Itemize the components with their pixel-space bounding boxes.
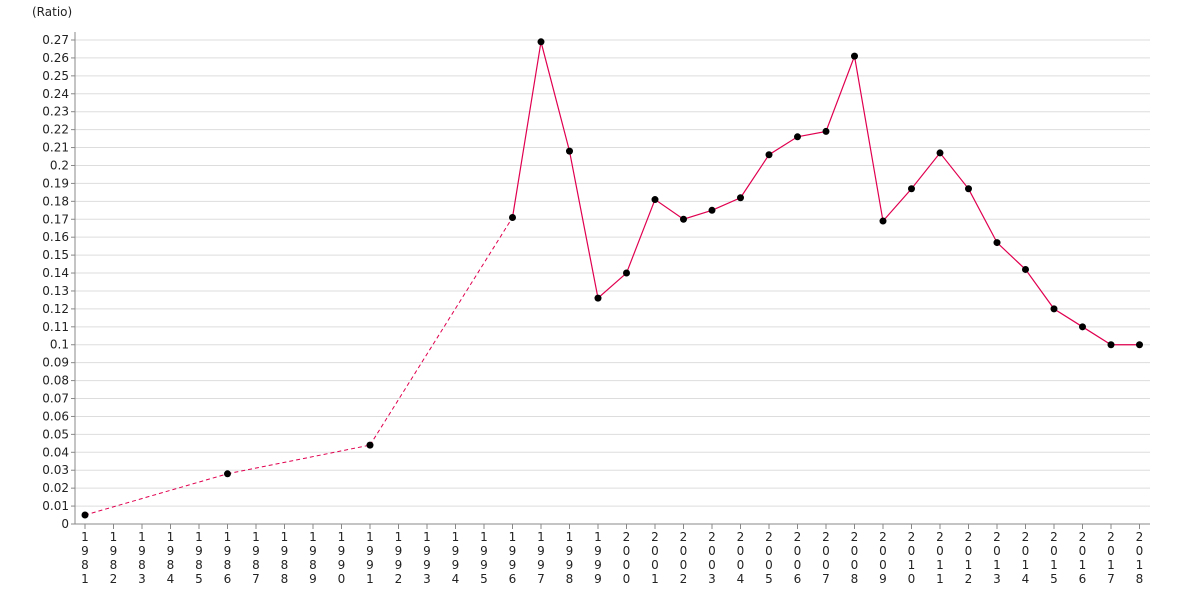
y-tick-label: 0.14 <box>42 266 69 280</box>
y-tick-label: 0.25 <box>42 69 69 83</box>
y-tick-label: 0.08 <box>42 374 69 388</box>
point <box>651 196 659 204</box>
point <box>623 269 630 277</box>
point <box>1050 305 1058 313</box>
gap-connector <box>227 444 371 475</box>
gap-connector <box>369 217 513 446</box>
point <box>879 217 887 225</box>
gap-connector <box>84 473 228 516</box>
y-tick-label: 0.21 <box>42 141 69 155</box>
point <box>566 147 573 155</box>
point <box>81 511 89 519</box>
point <box>765 151 773 159</box>
point <box>509 213 516 221</box>
line <box>511 41 1140 346</box>
y-tick-label: 0.09 <box>42 356 69 370</box>
point <box>224 470 231 478</box>
y-tick-label: 0.06 <box>42 409 69 423</box>
point <box>1136 341 1143 349</box>
y-tick-label: 0.2 <box>50 158 69 172</box>
point <box>851 52 858 60</box>
y-axis-label: (Ratio) <box>32 5 72 19</box>
y-tick-label: 0.18 <box>42 194 69 208</box>
y-tick-label: 0.07 <box>42 392 69 406</box>
y-tick-label: 0.05 <box>42 427 69 441</box>
y-tick-label: 0.11 <box>42 320 69 334</box>
y-tick-label: 0.15 <box>42 248 69 262</box>
y-tick-label: 0.1 <box>50 338 69 352</box>
point <box>680 215 687 223</box>
y-tick-label: 0.24 <box>42 87 69 101</box>
y-tick-label: 0.23 <box>42 105 69 119</box>
point <box>1107 341 1115 349</box>
point <box>822 127 830 135</box>
y-tick-label: 0.17 <box>42 212 69 226</box>
y-tick-label: 0.22 <box>42 123 69 137</box>
y-tick-label: 0.12 <box>42 302 69 316</box>
y-tick-label: 0.16 <box>42 230 69 244</box>
y-tick-label: 0.26 <box>42 51 69 65</box>
point <box>908 185 915 193</box>
point <box>737 194 744 202</box>
point <box>1022 265 1029 273</box>
point <box>965 185 972 193</box>
y-tick-label: 0.01 <box>42 499 69 513</box>
y-tick-label: 0.19 <box>42 176 69 190</box>
point <box>1079 323 1086 331</box>
y-tick-label: 0.13 <box>42 284 69 298</box>
y-tick-label: 0.27 <box>42 33 69 47</box>
y-tick-label: 0.03 <box>42 463 69 477</box>
point <box>708 206 716 214</box>
y-tick-label: 0 <box>61 517 69 531</box>
point <box>936 149 944 157</box>
point <box>366 441 374 449</box>
point <box>594 294 602 302</box>
y-tick-label: 0.04 <box>42 445 69 459</box>
point <box>537 38 545 46</box>
point <box>794 133 801 141</box>
point <box>993 239 1001 247</box>
y-tick-label: 0.02 <box>42 481 69 495</box>
